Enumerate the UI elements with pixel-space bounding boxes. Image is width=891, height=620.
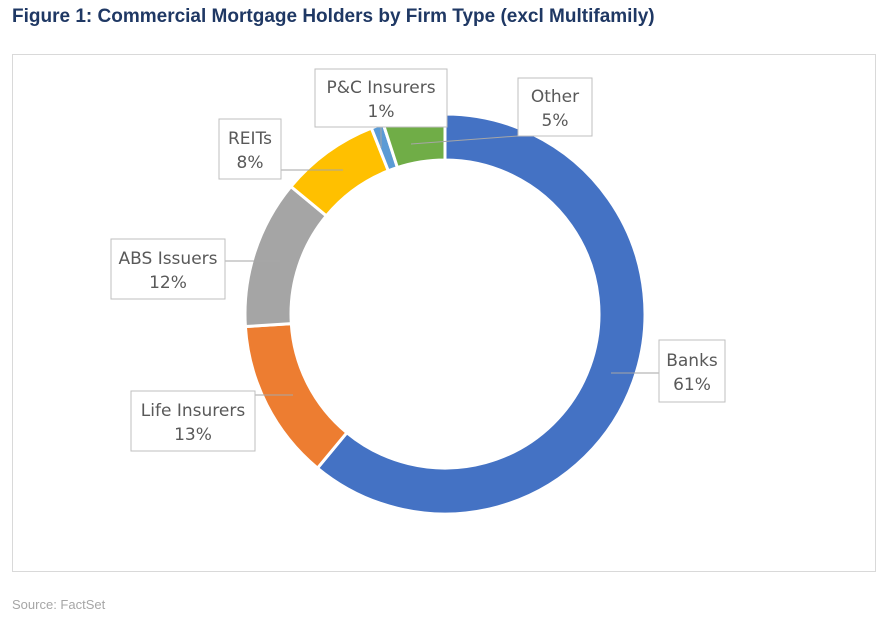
callout-banks: Banks 61% (611, 339, 726, 403)
slice-label-banks: Banks (666, 351, 718, 371)
slice-value-other: 5% (542, 111, 569, 131)
donut-chart: Banks 61% Life Insurers 13% ABS Issuers 12% RE… (110, 68, 726, 516)
callout-box-banks (658, 339, 726, 403)
callout-abs-issuers: ABS Issuers 12% (110, 238, 280, 300)
callout-life-insurers: Life Insurers 13% (130, 390, 293, 452)
figure-title: Figure 1: Commercial Mortgage Holders by… (12, 6, 655, 27)
data-labels: Banks 61% Life Insurers 13% ABS Issuers 12% RE… (110, 68, 726, 452)
slice-value-abs-issuers: 12% (149, 273, 187, 293)
slice-value-p-c-insurers: 1% (368, 102, 395, 122)
slice-label-abs-issuers: ABS Issuers (119, 249, 218, 269)
slice-value-reits: 8% (237, 153, 264, 173)
callout-p-c-insurers: P&C Insurers 1% (314, 68, 448, 148)
callout-box-other (517, 77, 593, 137)
slice-label-other: Other (531, 87, 579, 107)
callout-box-abs-issuers (110, 238, 226, 300)
slice-value-life-insurers: 13% (174, 425, 212, 445)
donut-slices (243, 112, 647, 516)
callout-reits: REITs 8% (218, 118, 343, 180)
chart-area: Banks 61% Life Insurers 13% ABS Issuers 12% RE… (12, 54, 876, 572)
callout-box-reits (218, 118, 282, 180)
slice-life-insurers (243, 322, 349, 471)
callout-box-p-c-insurers (314, 68, 448, 128)
source-note: Source: FactSet (12, 597, 106, 612)
slice-banks (315, 112, 647, 516)
slice-label-p-c-insurers: P&C Insurers (326, 78, 435, 98)
callout-box-life-insurers (130, 390, 256, 452)
slice-label-reits: REITs (228, 129, 272, 149)
leader-line-other (410, 135, 519, 145)
slice-label-life-insurers: Life Insurers (141, 401, 246, 421)
slice-value-banks: 61% (673, 375, 711, 395)
callout-other: Other 5% (410, 77, 593, 145)
